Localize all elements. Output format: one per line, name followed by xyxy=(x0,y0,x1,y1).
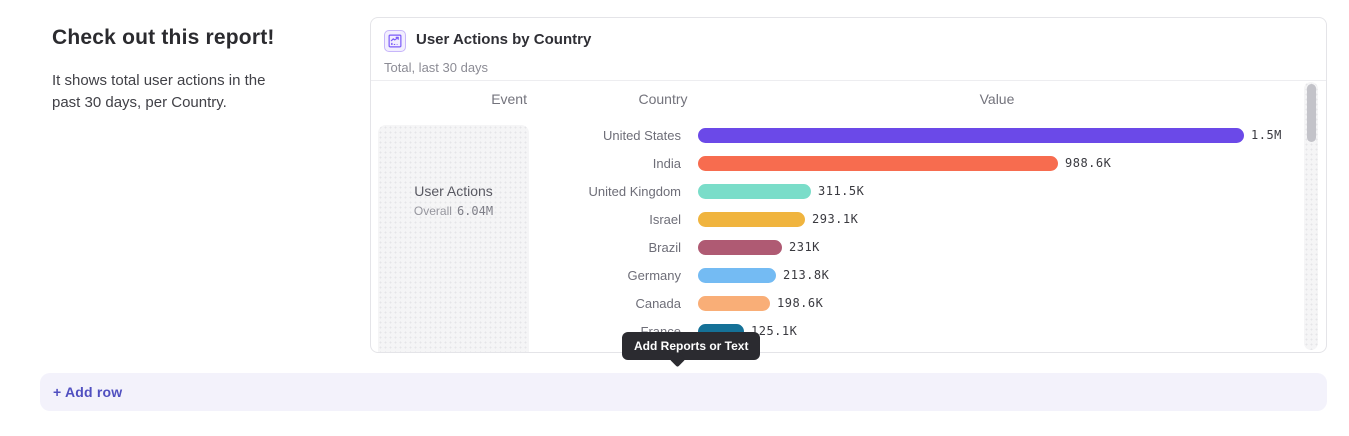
column-header-value: Value xyxy=(979,91,1015,107)
bar-row: India 988.6K xyxy=(371,149,1291,177)
tooltip-label: Add Reports or Text xyxy=(634,339,749,353)
add-row-button[interactable]: + Add row xyxy=(40,373,1327,411)
value-label: 311.5K xyxy=(818,184,865,198)
column-header-country: Country xyxy=(638,91,688,107)
bar-row: France 125.1K xyxy=(371,317,1291,345)
value-label: 198.6K xyxy=(777,296,824,310)
country-label: Brazil xyxy=(648,239,681,255)
country-label: United States xyxy=(602,127,681,143)
add-reports-tooltip: Add Reports or Text xyxy=(622,332,761,368)
value-label: 125.1K xyxy=(751,324,798,338)
bar-row: United Kingdom 311.5K xyxy=(371,177,1291,205)
country-label: Germany xyxy=(627,267,681,283)
bar-row: Brazil 231K xyxy=(371,233,1291,261)
value-label: 293.1K xyxy=(812,212,859,226)
country-label: Canada xyxy=(635,295,681,311)
value-bar[interactable] xyxy=(698,267,776,283)
report-heading: Check out this report! xyxy=(52,26,275,49)
value-bar[interactable] xyxy=(698,211,805,227)
text-block[interactable]: Check out this report! It shows total us… xyxy=(52,26,312,114)
value-bar[interactable] xyxy=(698,295,770,311)
value-bar[interactable] xyxy=(698,183,811,199)
bar-rows: United States 1.5M India 988.6K United Kingd… xyxy=(371,121,1291,345)
report-card-header: User Actions by Country Total, last 30 d… xyxy=(371,18,1326,81)
report-description: It shows total user actions in the past … xyxy=(52,72,266,111)
chart-scrollbar-thumb[interactable] xyxy=(1306,84,1316,142)
event-overall: Overall 6.04M xyxy=(378,204,529,218)
bar-chart: Event Country Value User Actions Overall… xyxy=(371,81,1326,352)
country-label: United Kingdom xyxy=(588,183,682,199)
value-label: 231K xyxy=(789,240,820,254)
report-card-subtitle: Total, last 30 days xyxy=(384,60,489,75)
value-bar[interactable] xyxy=(698,127,1244,143)
report-card[interactable]: User Actions by Country Total, last 30 d… xyxy=(370,17,1327,353)
value-label: 1.5M xyxy=(1251,128,1282,142)
value-label: 988.6K xyxy=(1065,156,1112,170)
bar-row: Germany 213.8K xyxy=(371,261,1291,289)
value-bar[interactable] xyxy=(698,239,782,255)
column-header-event: Event xyxy=(491,91,527,107)
event-name: User Actions xyxy=(414,183,493,199)
report-card-title: User Actions by Country xyxy=(416,31,592,48)
country-label: Israel xyxy=(649,211,681,227)
overall-value: 6.04M xyxy=(456,204,494,218)
bar-row: Canada 198.6K xyxy=(371,289,1291,317)
event-cell: User Actions Overall 6.04M xyxy=(378,125,529,352)
country-label: India xyxy=(652,155,681,171)
value-bar[interactable] xyxy=(698,155,1058,171)
add-row-label: + Add row xyxy=(53,384,123,400)
bar-row: Israel 293.1K xyxy=(371,205,1291,233)
line-chart-icon xyxy=(384,30,406,52)
tooltip-caret-icon xyxy=(669,351,686,368)
value-label: 213.8K xyxy=(783,268,830,282)
overall-label: Overall xyxy=(413,204,452,218)
bar-row: United States 1.5M xyxy=(371,121,1291,149)
chart-scrollbar-track[interactable] xyxy=(1304,82,1318,350)
